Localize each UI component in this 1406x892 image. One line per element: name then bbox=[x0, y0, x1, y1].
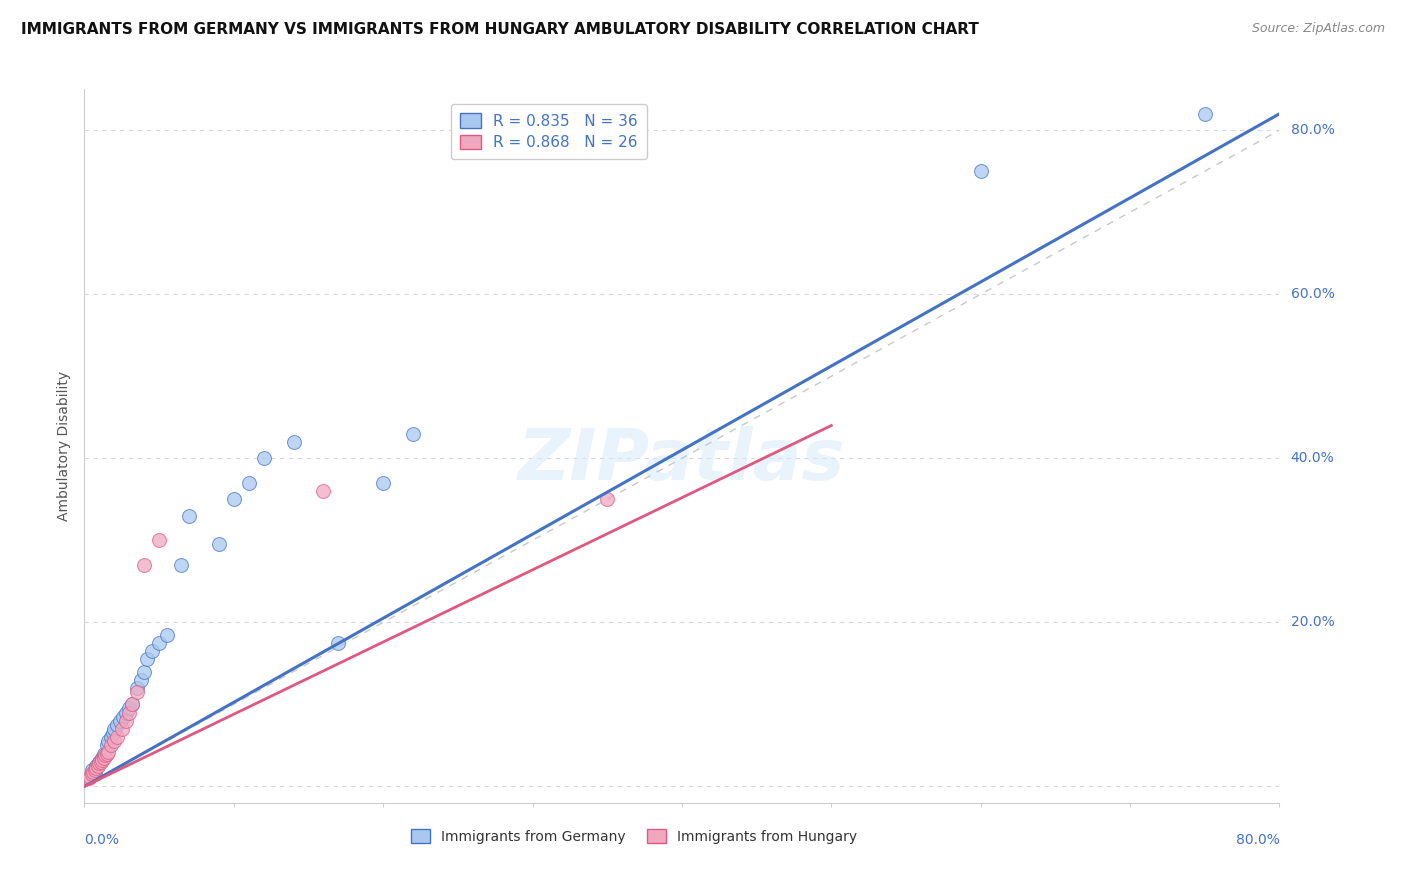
Point bbox=[82, 764, 104, 779]
Point bbox=[253, 451, 276, 466]
Point bbox=[1194, 107, 1216, 121]
Point bbox=[80, 763, 103, 777]
Point bbox=[103, 734, 125, 748]
Point bbox=[129, 673, 152, 687]
Point bbox=[148, 636, 170, 650]
Point bbox=[283, 434, 305, 449]
Point bbox=[100, 730, 122, 744]
Point bbox=[208, 537, 231, 551]
Point bbox=[118, 701, 141, 715]
Point bbox=[121, 698, 143, 712]
Text: IMMIGRANTS FROM GERMANY VS IMMIGRANTS FROM HUNGARY AMBULATORY DISABILITY CORRELA: IMMIGRANTS FROM GERMANY VS IMMIGRANTS FR… bbox=[21, 22, 979, 37]
Point bbox=[177, 508, 200, 523]
Point bbox=[222, 492, 245, 507]
Point bbox=[141, 644, 163, 658]
Point bbox=[170, 558, 193, 572]
Point bbox=[97, 745, 120, 759]
Point bbox=[110, 714, 132, 728]
Point bbox=[105, 730, 128, 744]
Legend: Immigrants from Germany, Immigrants from Hungary: Immigrants from Germany, Immigrants from… bbox=[405, 824, 863, 849]
Point bbox=[132, 665, 156, 679]
Point bbox=[77, 771, 100, 785]
Point bbox=[97, 734, 120, 748]
Point bbox=[96, 747, 118, 761]
Point bbox=[89, 755, 111, 769]
Point bbox=[83, 763, 105, 777]
Point bbox=[91, 750, 114, 764]
Point bbox=[402, 426, 425, 441]
Point bbox=[312, 484, 335, 499]
Text: 20.0%: 20.0% bbox=[1291, 615, 1334, 630]
Point bbox=[112, 709, 135, 723]
Point bbox=[373, 475, 395, 490]
Point bbox=[87, 759, 110, 773]
Point bbox=[132, 558, 156, 572]
Point bbox=[148, 533, 170, 548]
Point bbox=[93, 747, 115, 761]
Point bbox=[105, 718, 128, 732]
Point bbox=[96, 739, 118, 753]
Point bbox=[155, 627, 177, 641]
Text: 40.0%: 40.0% bbox=[1291, 451, 1334, 466]
Text: 80.0%: 80.0% bbox=[1236, 833, 1279, 847]
Point bbox=[89, 756, 111, 771]
Point bbox=[91, 753, 114, 767]
Point bbox=[125, 685, 148, 699]
Point bbox=[86, 761, 108, 775]
Point bbox=[83, 767, 105, 781]
Point bbox=[79, 770, 101, 784]
Point bbox=[121, 698, 143, 712]
Text: 0.0%: 0.0% bbox=[84, 833, 120, 847]
Point bbox=[86, 759, 108, 773]
Point bbox=[90, 755, 112, 769]
Point bbox=[94, 748, 117, 763]
Point bbox=[136, 652, 159, 666]
Y-axis label: Ambulatory Disability: Ambulatory Disability bbox=[58, 371, 72, 521]
Point bbox=[238, 475, 260, 490]
Point bbox=[93, 750, 115, 764]
Text: Source: ZipAtlas.com: Source: ZipAtlas.com bbox=[1251, 22, 1385, 36]
Point bbox=[328, 636, 350, 650]
Point bbox=[118, 706, 141, 720]
Point bbox=[101, 726, 124, 740]
Point bbox=[125, 681, 148, 695]
Point bbox=[115, 714, 138, 728]
Point bbox=[103, 722, 125, 736]
Point bbox=[100, 739, 122, 753]
Text: 80.0%: 80.0% bbox=[1291, 123, 1334, 137]
Text: ZIPatlas: ZIPatlas bbox=[519, 425, 845, 495]
Point bbox=[115, 706, 138, 720]
Point bbox=[970, 164, 993, 178]
Point bbox=[596, 492, 619, 507]
Point bbox=[111, 722, 134, 736]
Point bbox=[80, 767, 103, 781]
Text: 60.0%: 60.0% bbox=[1291, 287, 1334, 301]
